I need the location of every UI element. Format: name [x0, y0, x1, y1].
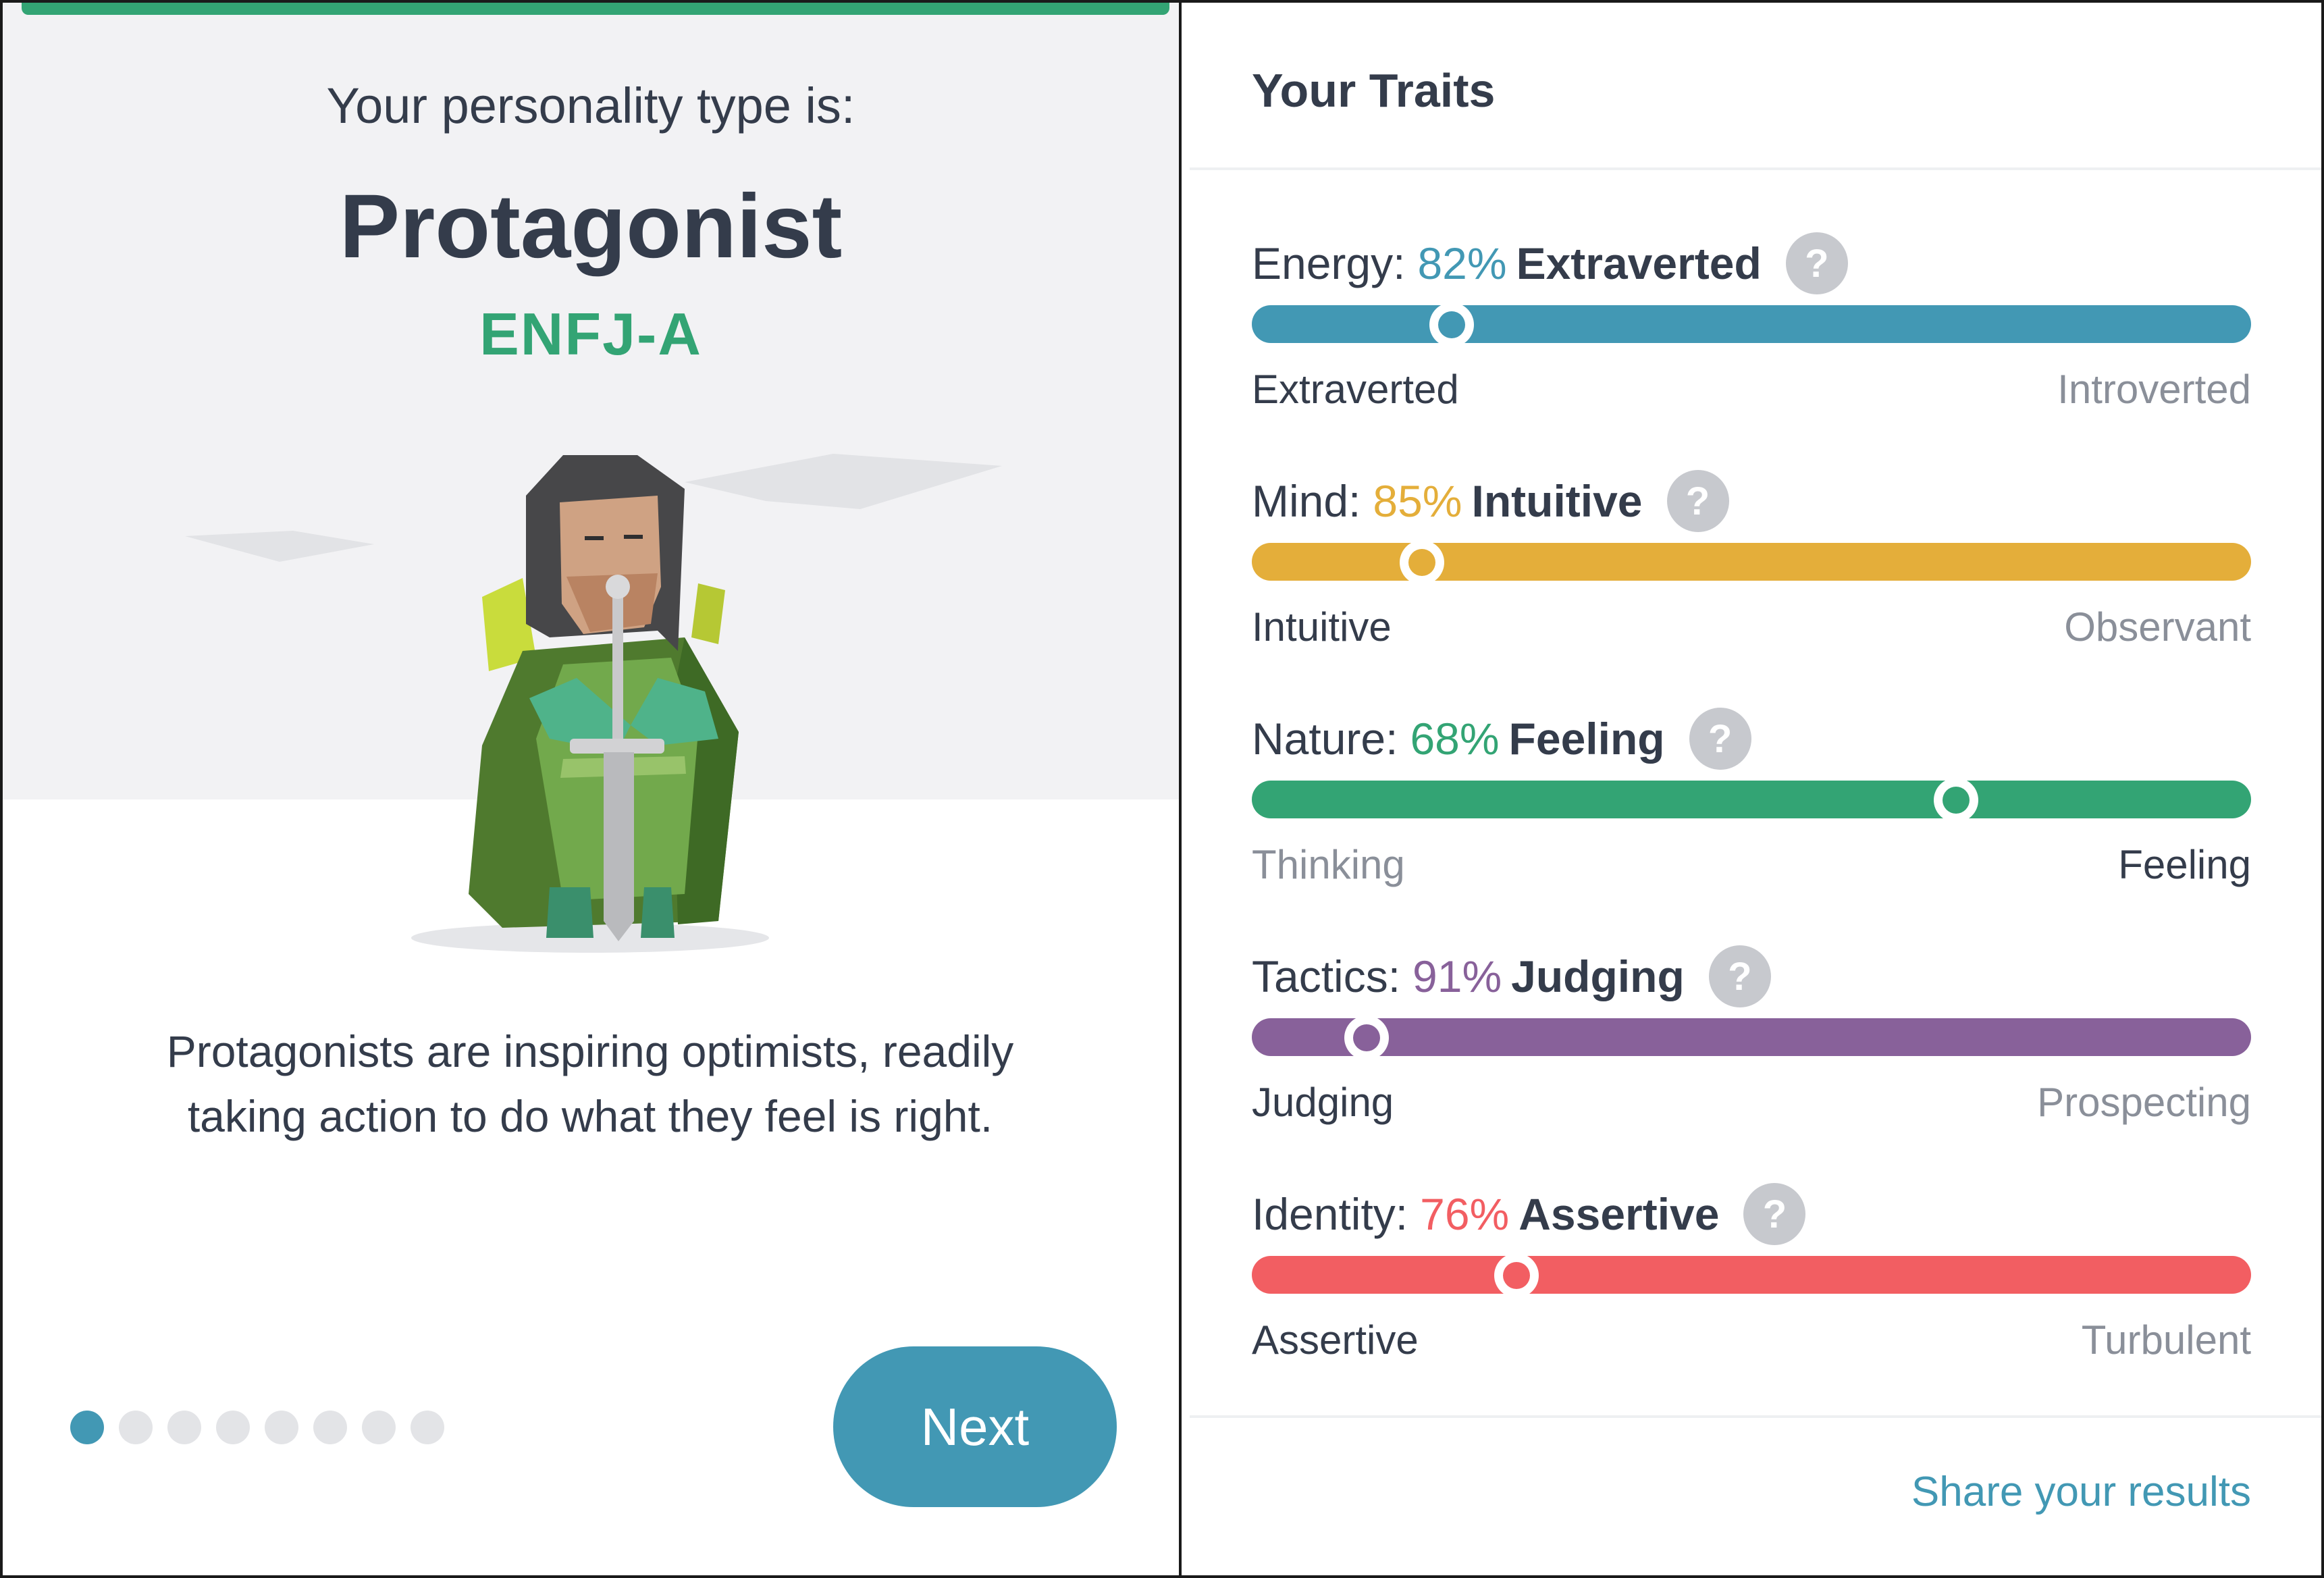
trait-pole-left: Judging — [1252, 1080, 1394, 1125]
help-icon[interactable]: ? — [1743, 1183, 1806, 1245]
next-button[interactable]: Next — [833, 1346, 1117, 1507]
trait-bar — [1252, 305, 2251, 343]
trait-percent: 68% — [1410, 714, 1500, 764]
pagination-dots — [70, 1411, 444, 1444]
trait-name: Assertive — [1518, 1189, 1720, 1239]
pagination-dot[interactable] — [411, 1411, 444, 1444]
progress-accent-bar — [22, 3, 1169, 15]
help-icon[interactable]: ? — [1689, 708, 1751, 770]
cloud-right — [685, 454, 1002, 509]
cloud-left — [185, 531, 374, 562]
trait-name: Judging — [1511, 951, 1685, 1001]
type-name: Protagonist — [339, 176, 843, 277]
type-description: Protagonists are inspiring optimists, re… — [77, 1019, 1103, 1149]
help-icon[interactable]: ? — [1666, 470, 1729, 532]
trait-heading: Identity: 76% Assertive ? — [1252, 1183, 1806, 1245]
pagination-dot[interactable] — [313, 1411, 347, 1444]
pagination-dot[interactable] — [119, 1411, 153, 1444]
trait-row: Nature: 68% Feeling ? Thinking Feeling — [1252, 708, 2251, 910]
traits-panel: Your Traits Energy: 82% Extraverted ? Ex… — [1182, 3, 2321, 1575]
trait-row: Identity: 76% Assertive ? Assertive Turb… — [1252, 1183, 2251, 1386]
trait-label: Tactics: — [1252, 951, 1401, 1001]
left-arm — [529, 678, 631, 752]
trait-percent: 82% — [1417, 238, 1507, 288]
share-results-link[interactable]: Share your results — [1911, 1469, 2251, 1515]
sword-guard — [570, 739, 664, 754]
panel-divider — [1179, 0, 1182, 1578]
trait-label: Mind: — [1252, 476, 1361, 526]
trait-pole-right: Introverted — [2057, 367, 2251, 412]
trait-pole-left: Thinking — [1252, 842, 1405, 887]
trait-pole-left: Intuitive — [1252, 604, 1392, 650]
trait-slider-knob[interactable] — [1344, 1016, 1390, 1060]
trait-slider-knob[interactable] — [1399, 540, 1444, 585]
type-intro-text: Your personality type is: — [326, 78, 855, 134]
trait-bar — [1252, 1256, 2251, 1294]
trait-pole-left: Extraverted — [1252, 367, 1459, 412]
trait-slider-knob[interactable] — [1934, 778, 1979, 822]
trait-percent: 91% — [1412, 951, 1502, 1001]
trait-percent: 76% — [1420, 1189, 1510, 1239]
trait-name: Feeling — [1508, 714, 1665, 764]
trait-bar — [1252, 1018, 2251, 1056]
type-code: ENFJ-A — [479, 300, 702, 367]
trait-label: Energy: — [1252, 238, 1406, 288]
beard — [566, 573, 658, 632]
trait-heading: Tactics: 91% Judging ? — [1252, 945, 1771, 1007]
description-line: taking action to do what they feel is ri… — [187, 1091, 993, 1141]
trait-slider-knob[interactable] — [1494, 1253, 1539, 1298]
result-card: Your personality type is: Protagonist EN… — [3, 3, 1179, 1573]
pagination-dot[interactable] — [216, 1411, 250, 1444]
pagination-dot[interactable] — [167, 1411, 201, 1444]
trait-pole-right: Prospecting — [2037, 1080, 2251, 1125]
right-arm — [631, 678, 718, 745]
trait-row: Energy: 82% Extraverted ? Extraverted In… — [1252, 232, 2251, 435]
right-boot — [641, 887, 675, 938]
trait-label: Nature: — [1252, 714, 1398, 764]
help-icon[interactable]: ? — [1708, 945, 1771, 1007]
trait-heading: Nature: 68% Feeling ? — [1252, 708, 1751, 770]
pagination-dot[interactable] — [362, 1411, 396, 1444]
pagination-dot-active[interactable] — [70, 1411, 104, 1444]
sword-hilt — [612, 590, 623, 745]
trait-percent: 85% — [1373, 476, 1462, 526]
trait-pole-right: Observant — [2064, 604, 2251, 650]
trait-name: Extraverted — [1516, 238, 1762, 288]
pagination-dot[interactable] — [265, 1411, 298, 1444]
trait-name: Intuitive — [1471, 476, 1643, 526]
help-icon[interactable]: ? — [1785, 232, 1848, 294]
header-separator — [1190, 167, 2321, 170]
backpack — [482, 578, 536, 671]
trait-slider-knob[interactable] — [1429, 303, 1474, 347]
trait-bar — [1252, 781, 2251, 818]
traits-title: Your Traits — [1252, 64, 1496, 117]
trait-heading: Energy: 82% Extraverted ? — [1252, 232, 1848, 294]
description-line: Protagonists are inspiring optimists, re… — [166, 1026, 1014, 1076]
sword-blade — [604, 752, 634, 941]
trait-row: Mind: 85% Intuitive ? Intuitive Observan… — [1252, 470, 2251, 673]
trait-pole-right: Turbulent — [2081, 1317, 2251, 1363]
footer-separator — [1190, 1415, 2321, 1418]
protagonist-illustration — [185, 454, 1002, 953]
trait-pole-right: Feeling — [2118, 842, 2251, 887]
trait-row: Tactics: 91% Judging ? Judging Prospecti… — [1252, 945, 2251, 1148]
left-boot — [546, 887, 593, 938]
trait-heading: Mind: 85% Intuitive ? — [1252, 470, 1729, 532]
trait-label: Identity: — [1252, 1189, 1408, 1239]
trait-pole-left: Assertive — [1252, 1317, 1419, 1363]
